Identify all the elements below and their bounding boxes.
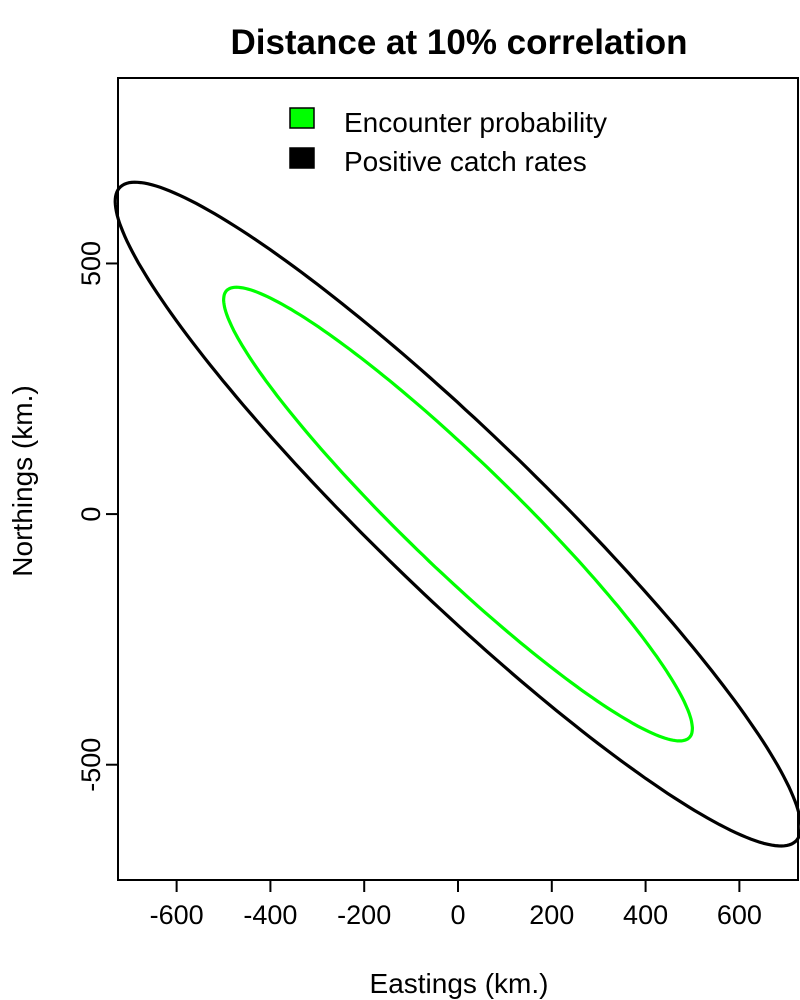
legend-swatch-positive-catch-rates xyxy=(289,147,315,169)
y-axis: -500 0 500 xyxy=(76,241,118,792)
x-tick-label: 400 xyxy=(623,900,668,930)
series-layer xyxy=(113,180,800,848)
x-tick-label: -200 xyxy=(337,900,391,930)
x-tick-label: 0 xyxy=(450,900,465,930)
x-axis-label: Eastings (km.) xyxy=(370,968,549,999)
legend: Encounter probability Positive catch rat… xyxy=(289,107,607,177)
y-tick-label: -500 xyxy=(76,738,106,792)
x-tick-label: 600 xyxy=(717,900,762,930)
y-tick-label: 0 xyxy=(76,507,106,522)
x-tick-label: -400 xyxy=(243,900,297,930)
y-axis-label: Northings (km.) xyxy=(7,385,38,576)
x-tick-label: 200 xyxy=(529,900,574,930)
plot-frame xyxy=(117,77,799,881)
series-ellipse-positive-catch-rates xyxy=(113,180,800,848)
legend-label-encounter-probability: Encounter probability xyxy=(344,107,607,138)
legend-label-positive-catch-rates: Positive catch rates xyxy=(344,146,587,177)
legend-swatch-encounter-probability xyxy=(289,107,315,129)
chart-title: Distance at 10% correlation xyxy=(230,23,687,62)
x-tick-label: -600 xyxy=(150,900,204,930)
y-tick-label: 500 xyxy=(76,241,106,286)
x-axis: -600 -400 -200 0 200 400 600 xyxy=(150,880,762,930)
series-ellipse-encounter-probability xyxy=(221,285,695,743)
